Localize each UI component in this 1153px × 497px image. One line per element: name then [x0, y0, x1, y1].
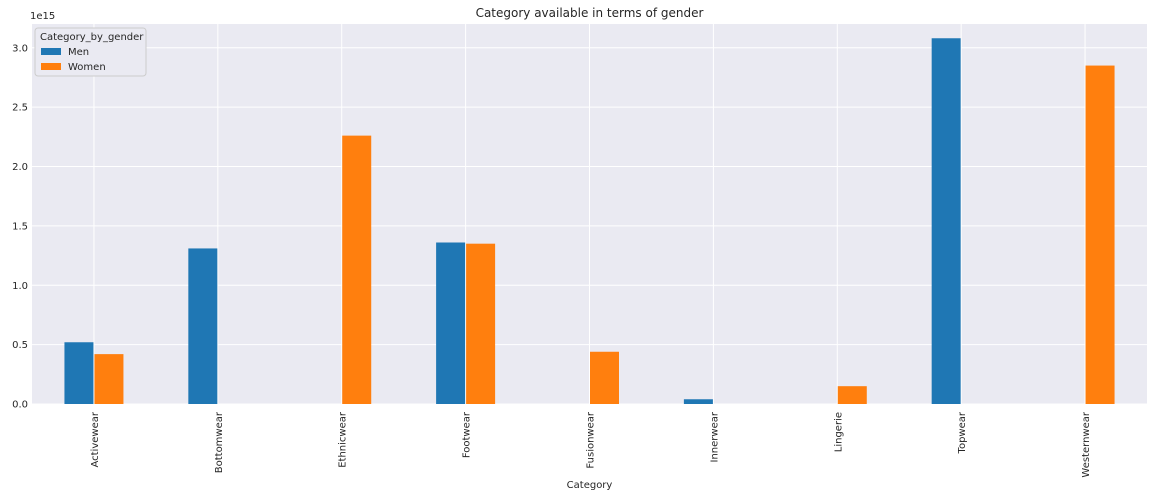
bar-women-activewear [94, 354, 124, 404]
bar-women-ethnicwear [342, 135, 372, 404]
bar-men-innerwear [683, 399, 713, 404]
y-tick-label: 3.0 [12, 43, 28, 54]
chart-title: Category available in terms of gender [476, 6, 704, 20]
x-tick-label: Bottomwear [214, 411, 225, 473]
legend-swatch-women [41, 63, 61, 70]
y-tick-labels: 0.0 0.5 1.0 1.5 2.0 2.5 3.0 [12, 43, 28, 410]
bar-men-activewear [64, 342, 94, 404]
x-tick-label: Fusionwear [586, 411, 597, 468]
bar-men-bottomwear [188, 248, 218, 404]
y-tick-label: 1.5 [12, 221, 28, 232]
y-tick-label: 2.0 [12, 162, 28, 173]
x-tick-label: Topwear [957, 411, 968, 454]
bar-women-lingerie [837, 386, 867, 404]
bars [64, 38, 1115, 404]
grid-lines [32, 24, 1147, 405]
legend-label-men: Men [68, 47, 89, 58]
bar-women-fusionwear [590, 351, 619, 404]
bar-men-footwear [436, 242, 466, 404]
bar-men-topwear [931, 38, 961, 404]
x-tick-label: Innerwear [709, 411, 720, 462]
bar-women-westernwear [1085, 65, 1115, 404]
x-tick-label: Westernwear [1081, 411, 1092, 477]
x-tick-label: Activewear [90, 411, 101, 467]
legend-swatch-men [41, 48, 61, 55]
x-tick-label: Footwear [462, 411, 473, 458]
x-tick-labels: Activewear Bottomwear Ethnicwear Footwear Fu… [90, 411, 1092, 477]
x-tick-label: Ethnicwear [338, 411, 349, 468]
x-axis-label: Category [567, 480, 613, 491]
y-tick-label: 0.5 [12, 340, 28, 351]
y-tick-label: 2.5 [12, 103, 28, 114]
bar-women-footwear [466, 243, 496, 404]
x-tick-label: Lingerie [833, 412, 844, 452]
legend-title: Category_by_gender [40, 32, 144, 43]
legend: Category_by_gender Men Women [34, 27, 147, 77]
y-tick-label: 0.0 [12, 400, 28, 411]
legend-box [34, 27, 147, 77]
y-tick-label: 1.0 [12, 281, 28, 292]
y-axis-multiplier: 1e15 [30, 11, 55, 22]
legend-label-women: Women [68, 62, 106, 73]
